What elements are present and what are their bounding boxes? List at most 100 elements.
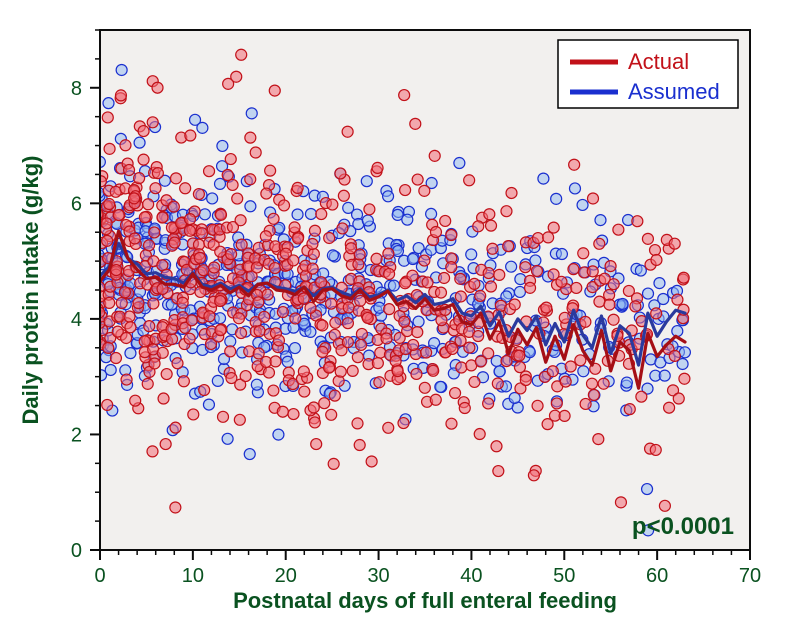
scatter-point (231, 71, 242, 82)
x-tick-label: 40 (460, 565, 482, 587)
scatter-point (152, 82, 163, 93)
scatter-point (491, 441, 502, 452)
scatter-point (269, 85, 280, 96)
scatter-point (157, 212, 168, 223)
scatter-point (245, 174, 256, 185)
scatter-point (514, 350, 525, 361)
scatter-point (199, 385, 210, 396)
scatter-point (565, 361, 576, 372)
x-tick-label: 50 (553, 565, 575, 587)
scatter-point (184, 225, 195, 236)
scatter-point (121, 374, 132, 385)
scatter-point (246, 108, 257, 119)
scatter-point (311, 439, 322, 450)
scatter-point (330, 317, 341, 328)
scatter-point (530, 255, 541, 266)
scatter-point (93, 187, 104, 198)
scatter-point (261, 188, 272, 199)
scatter-point (316, 277, 327, 288)
scatter-point (124, 311, 135, 322)
scatter-point (494, 269, 505, 280)
scatter-point (263, 367, 274, 378)
scatter-point (309, 225, 320, 236)
scatter-point (578, 248, 589, 259)
scatter-point (381, 333, 392, 344)
scatter-point (262, 289, 273, 300)
scatter-point (129, 233, 140, 244)
scatter-point (407, 270, 418, 281)
scatter-point (178, 376, 189, 387)
scatter-point (342, 126, 353, 137)
scatter-point (428, 365, 439, 376)
legend-label: Actual (628, 49, 689, 74)
scatter-point (307, 263, 318, 274)
scatter-point (292, 182, 303, 193)
scatter-point (160, 439, 171, 450)
scatter-point (514, 286, 525, 297)
scatter-point (111, 265, 122, 276)
scatter-point (161, 369, 172, 380)
scatter-point (168, 201, 179, 212)
scatter-point (435, 287, 446, 298)
scatter-point (290, 343, 301, 354)
scatter-point (484, 209, 495, 220)
scatter-point (399, 90, 410, 101)
scatter-point (204, 311, 215, 322)
scatter-point (149, 358, 160, 369)
scatter-point (374, 377, 385, 388)
scatter-point (101, 218, 112, 229)
scatter-point (654, 278, 665, 289)
scatter-point (316, 209, 327, 220)
scatter-point (466, 249, 477, 260)
scatter-point (170, 422, 181, 433)
scatter-point (150, 183, 161, 194)
scatter-point (268, 213, 279, 224)
scatter-point (288, 409, 299, 420)
scatter-point (169, 237, 180, 248)
scatter-point (235, 215, 246, 226)
scatter-point (268, 385, 279, 396)
scatter-point (185, 130, 196, 141)
scatter-point (430, 227, 441, 238)
scatter-point (446, 262, 457, 273)
scatter-point (426, 244, 437, 255)
scatter-point (188, 409, 199, 420)
scatter-point (116, 298, 127, 309)
scatter-point (598, 378, 609, 389)
legend-label: Assumed (628, 79, 720, 104)
scatter-point (335, 366, 346, 377)
y-axis-label: Daily protein intake (g/kg) (18, 156, 43, 425)
scatter-point (392, 366, 403, 377)
chart-svg: 01020304050607002468Postnatal days of fu… (0, 0, 787, 632)
scatter-point (456, 362, 467, 373)
scatter-point (354, 440, 365, 451)
y-tick-label: 4 (71, 309, 82, 331)
scatter-point (532, 400, 543, 411)
scatter-point (328, 458, 339, 469)
scatter-point (575, 355, 586, 366)
scatter-point (104, 199, 115, 210)
scatter-point (659, 370, 670, 381)
scatter-point (547, 366, 558, 377)
scatter-point (621, 377, 632, 388)
scatter-point (469, 376, 480, 387)
scatter-point (384, 268, 395, 279)
scatter-point (194, 252, 205, 263)
scatter-point (236, 328, 247, 339)
scatter-point (588, 389, 599, 400)
scatter-point (568, 264, 579, 275)
scatter-point (152, 168, 163, 179)
scatter-point (483, 398, 494, 409)
scatter-point (492, 378, 503, 389)
scatter-point (324, 362, 335, 373)
scatter-point (104, 143, 115, 154)
scatter-point (524, 347, 535, 358)
scatter-point (292, 233, 303, 244)
scatter-point (245, 201, 256, 212)
scatter-point (473, 331, 484, 342)
scatter-point (533, 233, 544, 244)
scatter-point (215, 209, 226, 220)
scatter-point (134, 137, 145, 148)
scatter-point (594, 238, 605, 249)
scatter-point (658, 293, 669, 304)
